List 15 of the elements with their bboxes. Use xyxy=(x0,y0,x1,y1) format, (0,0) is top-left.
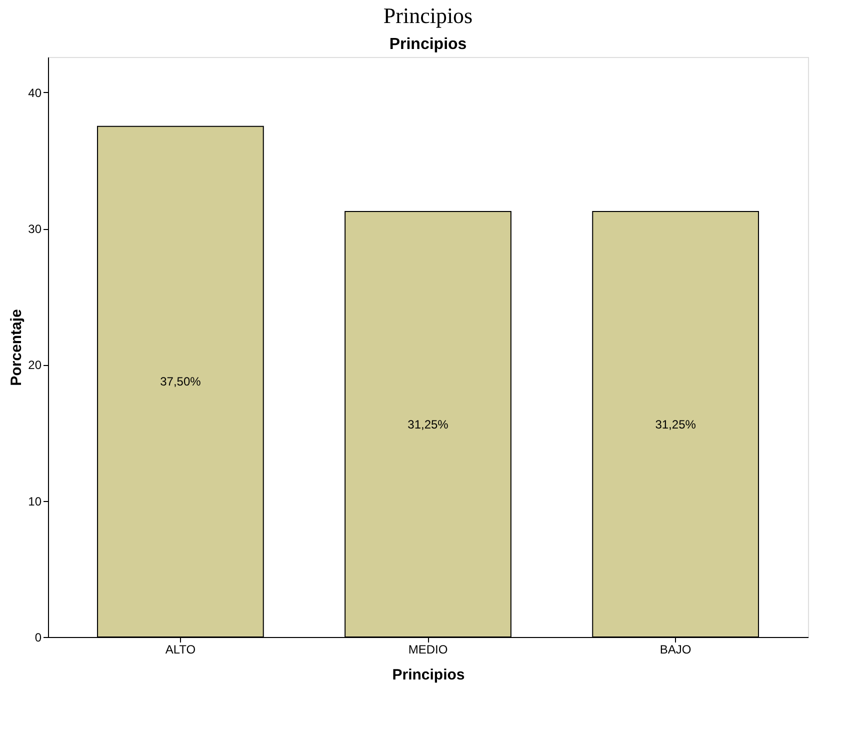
x-tick-label: BAJO xyxy=(660,642,692,656)
y-tick-label: 0 xyxy=(34,630,42,644)
data-label: 31,25% xyxy=(408,417,449,432)
chart-subtitle: Principios xyxy=(389,36,467,53)
y-tick-label: 10 xyxy=(28,494,42,508)
y-axis-title: Porcentaje xyxy=(8,309,26,386)
x-axis-title: Principios xyxy=(392,666,465,684)
data-label: 31,25% xyxy=(655,417,696,432)
data-label: 37,50% xyxy=(160,374,202,389)
x-tick-label: ALTO xyxy=(165,642,196,656)
y-tick-label: 30 xyxy=(28,222,42,236)
y-tick-label: 40 xyxy=(28,86,42,100)
chart-title: Principios xyxy=(383,3,473,28)
y-tick-label: 20 xyxy=(28,358,42,372)
x-tick-label: MEDIO xyxy=(408,642,448,656)
